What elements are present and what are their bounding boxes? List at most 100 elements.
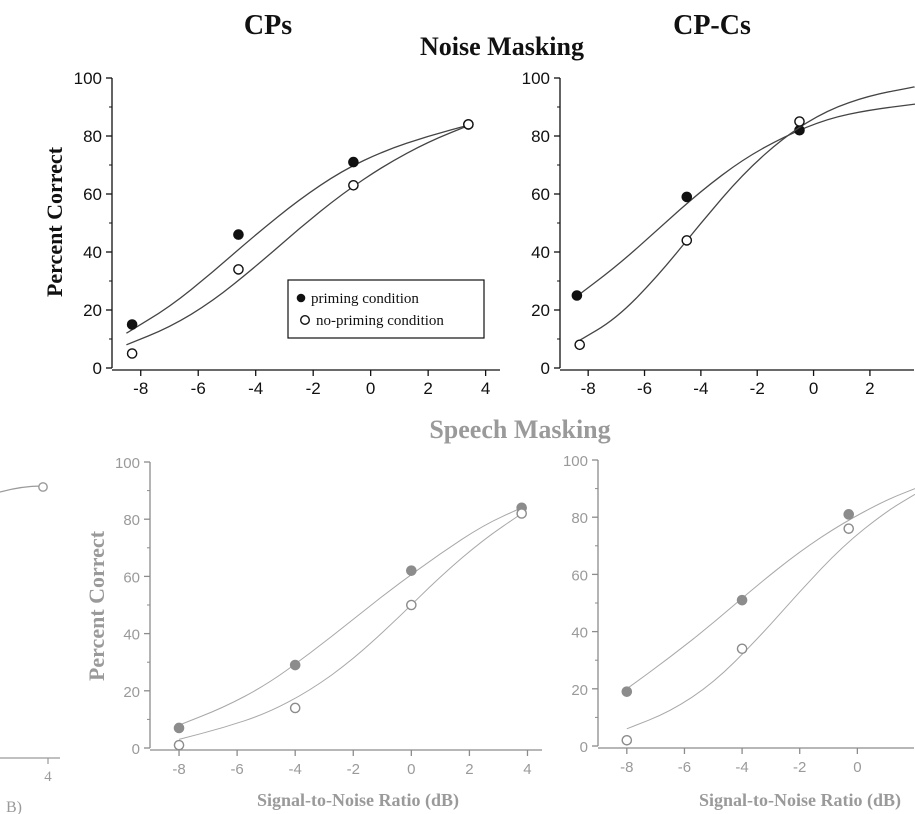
x-tick-label-2: 2 xyxy=(465,761,473,778)
x-tick-label--4: -4 xyxy=(289,761,302,778)
section-title-speech: Speech Masking xyxy=(429,415,610,444)
data-point-priming xyxy=(233,229,244,240)
panel-noise-cpcs: 0 20 40 60 80 100 -8 -6 -4 -2 0 2 xyxy=(522,69,915,398)
data-point-priming xyxy=(348,156,359,168)
legend: priming condition no-priming condition xyxy=(287,279,485,339)
x-tick-label--6: -6 xyxy=(678,759,691,776)
data-point-no-priming xyxy=(348,179,359,191)
y-tick-label-40: 40 xyxy=(531,243,550,262)
y-tick-label-60: 60 xyxy=(123,569,140,586)
y-tick-label-0: 0 xyxy=(541,359,550,378)
x-tick-label-0: 0 xyxy=(366,379,375,398)
ylabel-speech: Percent Correct xyxy=(84,530,109,681)
y-tick-label-80: 80 xyxy=(83,127,102,146)
data-point-priming xyxy=(736,594,748,606)
x-tick-label--4: -4 xyxy=(693,379,708,398)
data-point-no-priming xyxy=(516,508,527,519)
data-point-priming xyxy=(681,191,693,203)
y-tick-label-60: 60 xyxy=(531,185,550,204)
y-tick-label-80: 80 xyxy=(123,512,140,529)
y-tick-label-0: 0 xyxy=(132,741,140,758)
legend-label-priming: priming condition xyxy=(311,291,419,307)
y-tick-label-100: 100 xyxy=(563,453,588,470)
x-tick-label--8: -8 xyxy=(133,379,148,398)
data-point-no-priming xyxy=(794,116,805,127)
y-tick-label-60: 60 xyxy=(571,567,588,584)
corner-label-b: B) xyxy=(6,799,22,814)
xlabel-speech-cps: Signal-to-Noise Ratio (dB) xyxy=(257,790,459,811)
x-tick-label--4: -4 xyxy=(735,759,748,776)
x-tick-label--6: -6 xyxy=(191,379,206,398)
x-tick-label--2: -2 xyxy=(306,379,321,398)
data-point-priming xyxy=(173,722,185,734)
title-cpcs: CP-Cs xyxy=(673,10,751,41)
x-tick-label--8: -8 xyxy=(172,761,185,778)
fit-curve-priming xyxy=(573,103,915,299)
x-tick-label-0: 0 xyxy=(407,761,415,778)
xlabel-speech-cpcs: Signal-to-Noise Ratio (dB) xyxy=(699,790,901,811)
x-tick-label-0: 0 xyxy=(809,379,818,398)
y-tick-label-100: 100 xyxy=(115,455,140,472)
fit-curve-priming xyxy=(626,488,915,690)
x-tick-label--8: -8 xyxy=(581,379,596,398)
data-point-no-priming xyxy=(681,235,693,246)
y-tick-label-20: 20 xyxy=(123,684,140,701)
data-point-no-priming xyxy=(736,643,748,655)
x-tick-label--8: -8 xyxy=(620,759,633,776)
data-point-no-priming xyxy=(173,739,185,751)
data-point-priming xyxy=(289,659,301,671)
data-point-priming xyxy=(621,686,633,697)
ylabel-noise: Percent Correct xyxy=(42,146,67,297)
y-tick-label-60: 60 xyxy=(83,185,102,204)
y-tick-label-20: 20 xyxy=(571,682,588,699)
data-point-no-priming xyxy=(406,599,417,611)
y-tick-label-40: 40 xyxy=(571,625,588,642)
panel-noise-cps: 0 20 40 60 80 100 -8 -6 -4 -2 0 2 4 xyxy=(74,69,500,398)
x-tick-label--6: -6 xyxy=(230,761,243,778)
y-tick-label-0: 0 xyxy=(580,739,588,756)
data-point-no-priming xyxy=(233,264,244,275)
data-point-priming xyxy=(843,509,855,520)
x-tick-label-2: 2 xyxy=(865,379,874,398)
y-tick-label-20: 20 xyxy=(83,301,102,320)
fit-curve-no-priming xyxy=(126,123,472,346)
data-point-no-priming xyxy=(289,702,301,714)
data-point-no-priming xyxy=(463,119,474,130)
y-tick-label-100: 100 xyxy=(522,69,550,88)
legend-filled-marker xyxy=(296,293,306,303)
section-title-noise: Noise Masking xyxy=(420,32,584,61)
fit-curve-no-priming xyxy=(576,86,915,343)
y-tick-label-80: 80 xyxy=(531,127,550,146)
y-tick-label-40: 40 xyxy=(83,243,102,262)
fit-curve-priming xyxy=(178,507,523,726)
y-tick-label-100: 100 xyxy=(74,69,102,88)
data-point-priming xyxy=(126,319,138,330)
x-tick-label--2: -2 xyxy=(793,759,806,776)
data-point-priming xyxy=(571,290,583,301)
data-point-no-priming xyxy=(843,523,855,534)
panel-speech-cps: 0 20 40 60 80 100 -8 -6 -4 -2 0 2 4 xyxy=(115,455,542,778)
x-tick-label--2: -2 xyxy=(750,379,765,398)
data-point-priming xyxy=(406,565,417,576)
x-tick-label--6: -6 xyxy=(637,379,652,398)
y-tick-label-0: 0 xyxy=(93,359,102,378)
adjacent-panel-fragment: 4 xyxy=(0,482,60,785)
svg-text:4: 4 xyxy=(44,769,52,785)
x-tick-label--4: -4 xyxy=(248,379,263,398)
x-tick-label-0: 0 xyxy=(853,759,861,776)
panel-speech-cpcs: 0 20 40 60 80 100 -8 -6 -4 -2 0 xyxy=(563,453,915,776)
legend-open-marker xyxy=(300,315,311,326)
fit-curve-priming xyxy=(126,123,472,334)
x-tick-label-4: 4 xyxy=(523,761,531,778)
x-tick-label--2: -2 xyxy=(347,761,360,778)
y-tick-label-20: 20 xyxy=(531,301,550,320)
data-point-no-priming xyxy=(574,339,586,351)
x-tick-label-4: 4 xyxy=(481,379,490,398)
title-cps: CPs xyxy=(244,10,292,41)
y-tick-label-40: 40 xyxy=(123,627,140,644)
x-tick-label-2: 2 xyxy=(423,379,432,398)
y-tick-label-80: 80 xyxy=(571,510,588,527)
fit-curve-no-priming xyxy=(626,493,915,730)
